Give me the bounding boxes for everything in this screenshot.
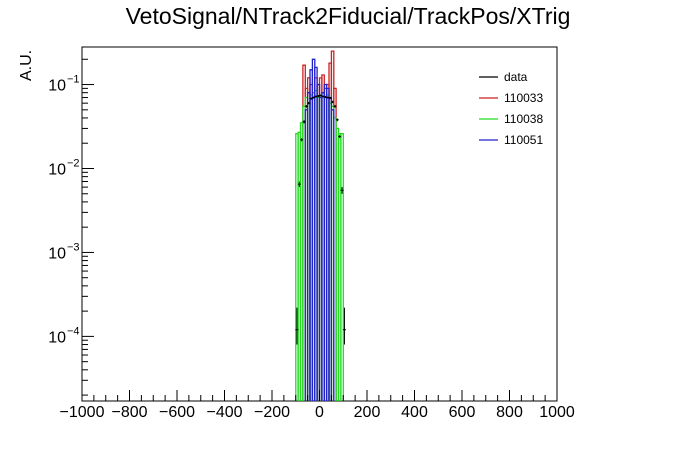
x-tick-label: −800 bbox=[111, 404, 147, 421]
x-tick-label: 600 bbox=[449, 404, 476, 421]
y-tick-exponent: −3 bbox=[67, 241, 80, 253]
bin-110038 bbox=[340, 133, 344, 401]
series-110051 bbox=[304, 58, 335, 401]
legend-label-110033: 110033 bbox=[504, 91, 543, 105]
x-tick-label: 0 bbox=[315, 404, 324, 421]
legend-label-data: data bbox=[504, 70, 528, 84]
y-axis-title: A.U. bbox=[18, 50, 35, 81]
series-data bbox=[295, 94, 346, 345]
chart-title: VetoSignal/NTrack2Fiducial/TrackPos/XTri… bbox=[126, 3, 571, 29]
y-axis: 10−410−310−210−1 bbox=[48, 58, 94, 396]
x-tick-label: 800 bbox=[496, 404, 523, 421]
x-tick-label: 400 bbox=[401, 404, 428, 421]
legend-label-110051: 110051 bbox=[504, 133, 543, 147]
bin-110051 bbox=[330, 109, 335, 401]
y-tick-label: 10 bbox=[48, 161, 66, 178]
y-tick-label: 10 bbox=[48, 245, 66, 262]
y-tick-exponent: −4 bbox=[67, 325, 80, 337]
y-tick-label: 10 bbox=[48, 78, 66, 95]
y-tick-label: 10 bbox=[48, 329, 66, 346]
x-tick-label: −1000 bbox=[60, 404, 105, 421]
x-tick-label: −400 bbox=[206, 404, 242, 421]
x-tick-label: −600 bbox=[159, 404, 195, 421]
plot-area bbox=[81, 46, 558, 402]
x-axis: −1000 −800 −600 −400 −200 0 200 400 600 800 1000 bbox=[60, 390, 575, 421]
x-tick-label: −200 bbox=[254, 404, 290, 421]
x-tick-label: 200 bbox=[354, 404, 381, 421]
y-tick-exponent: −2 bbox=[67, 157, 80, 169]
legend: data 110033 110038 110051 bbox=[479, 70, 543, 147]
x-tick-label: 1000 bbox=[539, 404, 575, 421]
legend-label-110038: 110038 bbox=[504, 112, 543, 126]
y-tick-exponent: −1 bbox=[67, 74, 80, 86]
